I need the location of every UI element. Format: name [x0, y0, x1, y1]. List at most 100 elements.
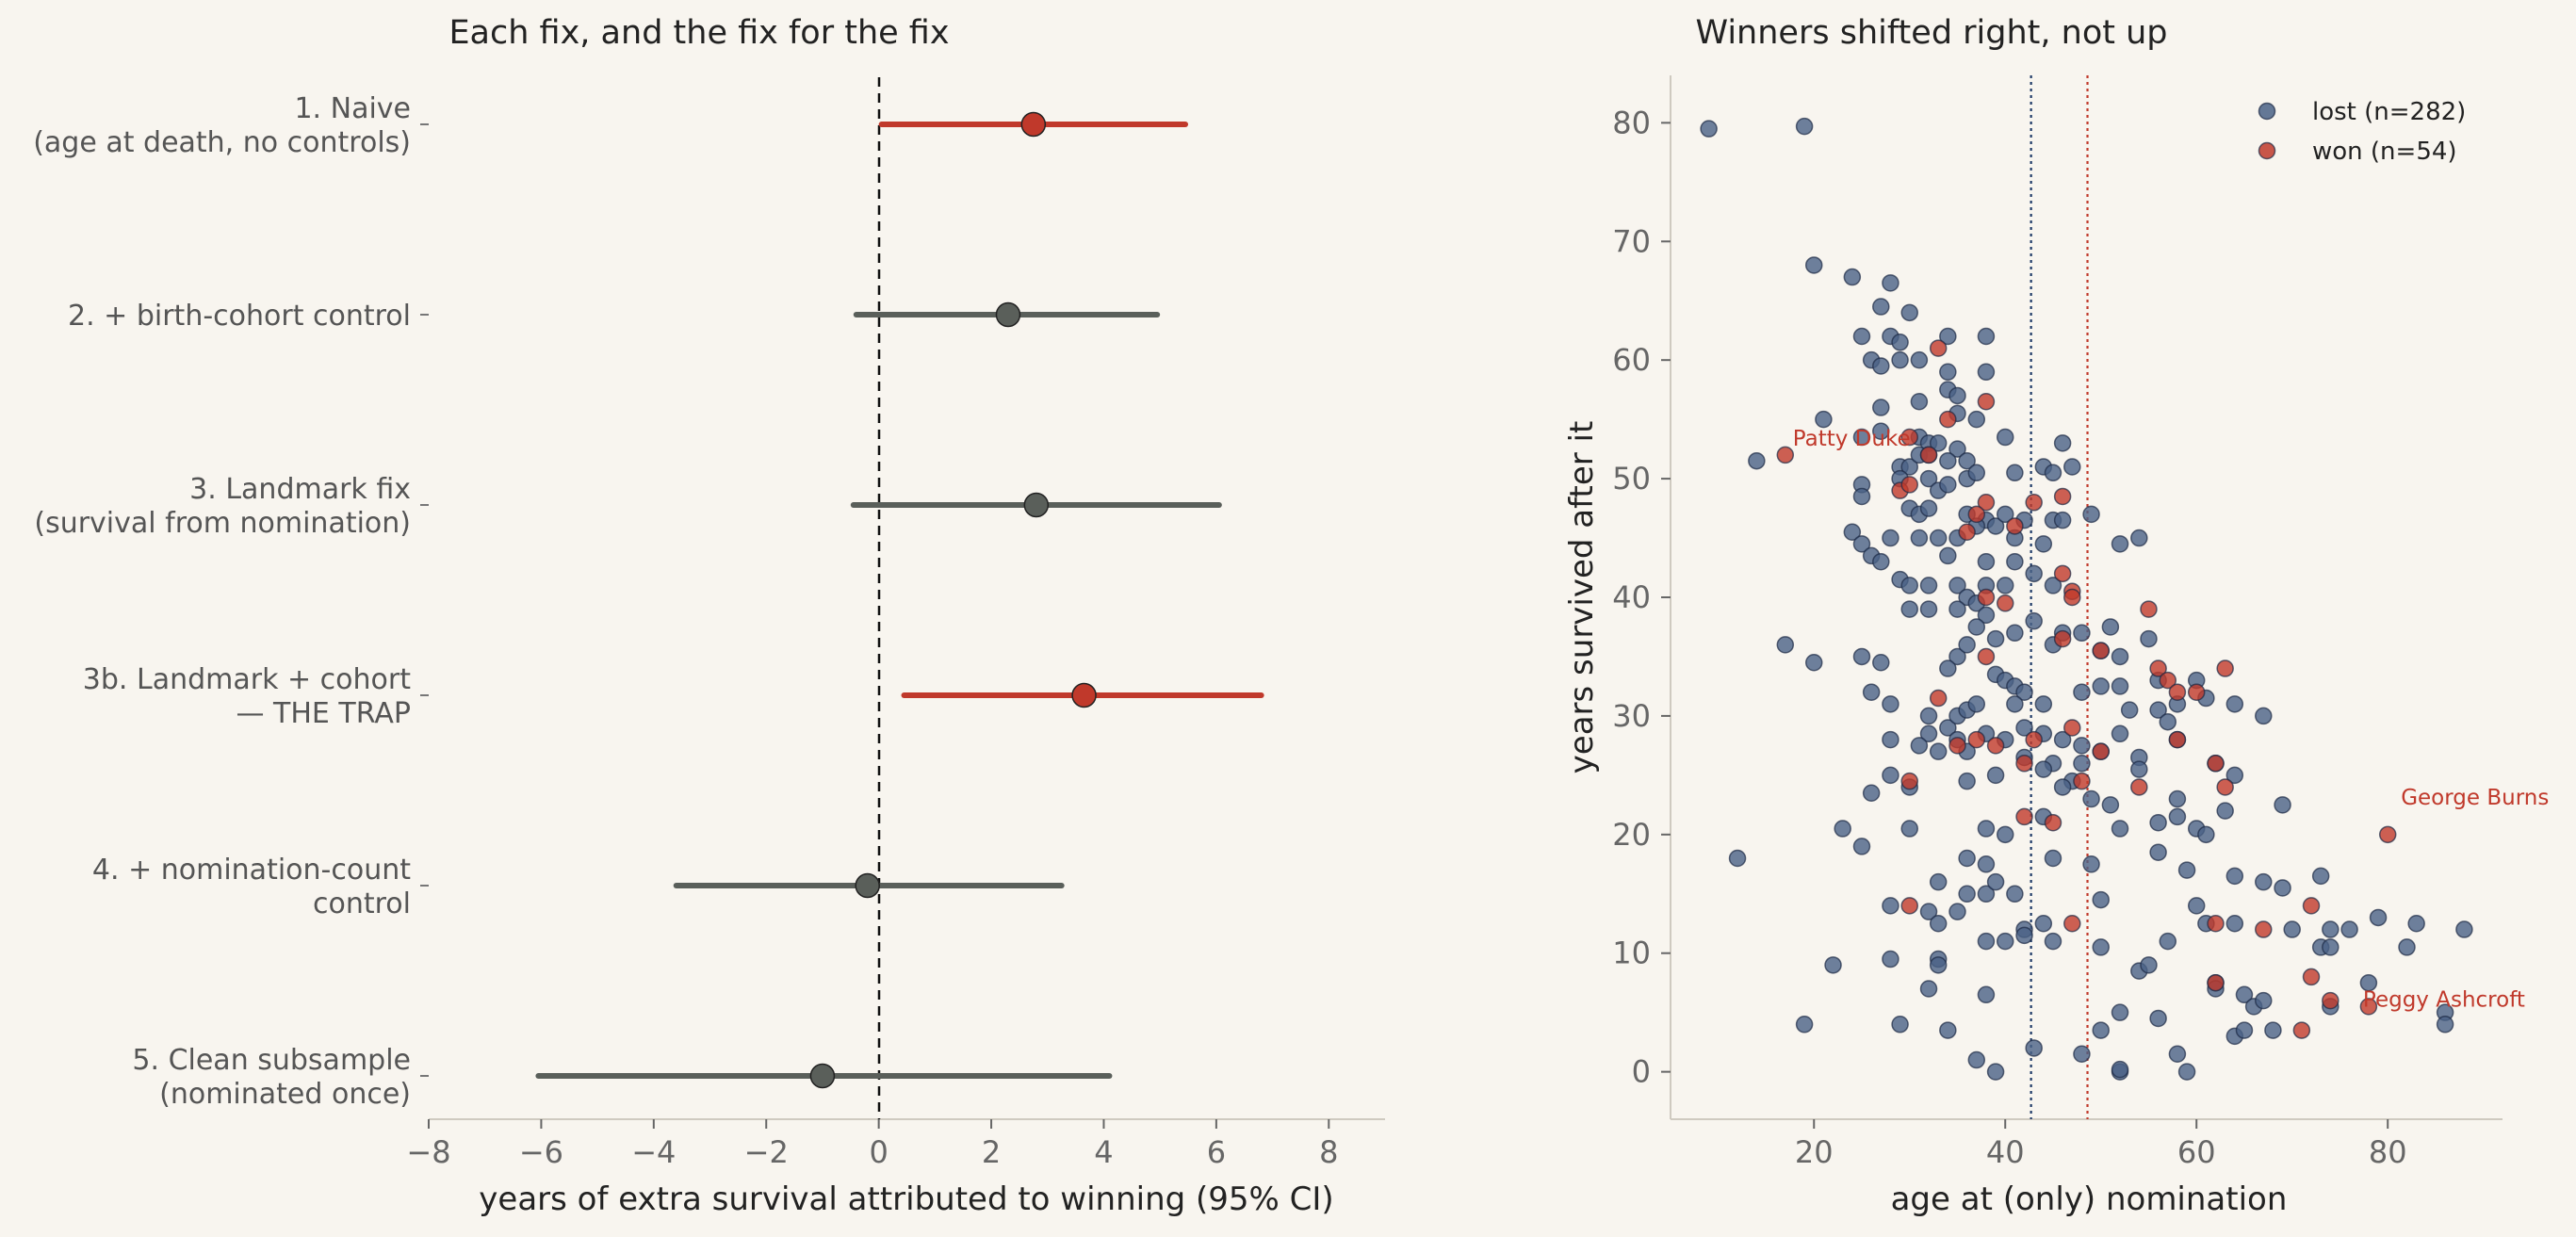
scatter-point-lost [2111, 1060, 2129, 1079]
scatter-point-won [2053, 487, 2072, 506]
scatter-point-lost [1882, 766, 1899, 785]
scatter-y-tick-label: 60 [1612, 342, 1651, 378]
scatter-point-lost [2322, 938, 2340, 956]
scatter-point-lost [1882, 695, 1899, 713]
scatter-point-lost [1996, 577, 2014, 594]
scatter-x-ticks: 20 40 60 80 [1795, 1119, 2407, 1170]
scatter-point-lost [2359, 973, 2378, 992]
scatter-y-tick-label: 20 [1612, 817, 1651, 853]
scatter-point-lost [1929, 434, 1948, 452]
forest-title: Each fix, and the fix for the fix [448, 14, 949, 52]
scatter-point-lost [2082, 505, 2100, 524]
scatter-point-lost [2053, 511, 2072, 529]
scatter-point-won [1986, 737, 2005, 755]
scatter-point-lost [2073, 683, 2091, 701]
scatter-point-won [1900, 897, 1918, 915]
scatter-point-lost [2264, 1021, 2282, 1039]
scatter-x-tick-label: 40 [1986, 1134, 2025, 1170]
scatter-point-lost [2340, 920, 2358, 938]
forest-panel: Each fix, and the fix for the fix −8 −6 −4… [33, 14, 1385, 1218]
scatter-point-lost [1967, 1050, 1986, 1069]
scatter-point-won [2255, 920, 2273, 938]
scatter-point-won [2073, 772, 2091, 790]
scatter-point-lost [2235, 1021, 2254, 1039]
scatter-point-lost [1919, 903, 1938, 920]
scatter-point-lost [2111, 535, 2129, 553]
scatter-point-lost [1862, 683, 1881, 701]
forest-row-label: (age at death, no controls) [33, 126, 411, 159]
scatter-point-won [1776, 446, 1795, 464]
scatter-point-lost [2073, 755, 2091, 773]
scatter-point-lost [2034, 535, 2053, 553]
scatter-point-lost [2044, 849, 2062, 868]
scatter-point-won [1977, 393, 1996, 411]
scatter-point-lost [2274, 796, 2291, 814]
scatter-point-won [1948, 737, 1966, 755]
scatter-point-lost [2015, 719, 2033, 737]
scatter-point-lost [1958, 885, 1976, 903]
scatter-point-lost [1919, 469, 1938, 488]
scatter-point-won [2168, 730, 2187, 749]
scatter-point-won [2187, 683, 2206, 701]
scatter-y-tick-label: 70 [1612, 223, 1651, 259]
scatter-point-won [2322, 991, 2340, 1010]
forest-x-ticks: −8 −6 −4 −2 0 2 4 6 8 [406, 1119, 1338, 1170]
scatter-points [1700, 117, 2473, 1081]
scatter-point-lost [2034, 760, 2053, 778]
scatter-x-tick-label: 20 [1795, 1134, 1834, 1170]
scatter-point-won [1967, 505, 1986, 524]
scatter-point-lost [1882, 950, 1899, 968]
scatter-point-lost [1986, 517, 2005, 535]
scatter-point-lost [2255, 872, 2273, 891]
scatter-point-lost [1929, 915, 1948, 933]
scatter-point-lost [1996, 505, 2014, 524]
forest-row-label: 2. + birth-cohort control [68, 300, 411, 333]
scatter-point-lost [2274, 879, 2291, 897]
scatter-point-lost [1948, 386, 1966, 405]
scatter-point-lost [2034, 695, 2053, 713]
scatter-point-lost [1967, 410, 1986, 429]
forest-row-label: (nominated once) [159, 1078, 411, 1111]
forest-row-label: 3. Landmark fix [189, 473, 411, 506]
scatter-point-lost [1958, 451, 1976, 470]
scatter-point-lost [2311, 867, 2330, 886]
scatter-point-lost [1986, 766, 2005, 785]
scatter-point-lost [2006, 695, 2024, 713]
scatter-point-lost [2092, 1021, 2110, 1039]
scatter-point-lost [2283, 920, 2301, 938]
scatter-point-lost [2015, 926, 2033, 945]
scatter-point-lost [1700, 120, 1718, 138]
scatter-point-won [2063, 915, 2081, 933]
scatter-y-tick-label: 10 [1612, 936, 1651, 971]
scatter-point-lost [1910, 393, 1929, 411]
scatter-point-won [2092, 742, 2110, 760]
scatter-point-won [2140, 600, 2158, 618]
scatter-point-lost [2025, 611, 2043, 630]
forest-estimate-point [1020, 111, 1047, 138]
scatter-point-lost [2044, 464, 2062, 482]
scatter-point-lost [1728, 849, 1747, 868]
scatter-point-lost [2092, 890, 2110, 909]
scatter-point-won [2168, 683, 2187, 701]
scatter-point-lost [1834, 820, 1851, 838]
forest-rows: 1. Naive(age at death, no controls) 2. + … [33, 92, 1264, 1111]
scatter-annotation: Peggy Ashcroft [2363, 987, 2525, 1012]
scatter-point-lost [2159, 932, 2177, 951]
scatter-point-lost [1852, 428, 1871, 447]
forest-x-tick-label: −8 [406, 1134, 450, 1170]
scatter-point-lost [2073, 1045, 2091, 1063]
scatter-point-won [2359, 998, 2378, 1016]
scatter-point-won [2015, 755, 2033, 773]
scatter-point-lost [2149, 843, 2167, 861]
scatter-point-lost [1919, 499, 1938, 517]
scatter-annotation: Patty Duke [1793, 427, 1911, 451]
scatter-point-lost [1939, 363, 1957, 382]
scatter-point-lost [2149, 813, 2167, 832]
scatter-point-lost [1986, 1063, 2005, 1081]
scatter-point-lost [1795, 117, 1814, 136]
scatter-point-lost [1977, 985, 1996, 1004]
forest-row-label: 4. + nomination-count [92, 854, 411, 887]
forest-x-axis-label: years of extra survival attributed to wi… [479, 1180, 1333, 1218]
scatter-y-tick-label: 80 [1612, 105, 1651, 140]
scatter-point-lost [2369, 908, 2388, 927]
